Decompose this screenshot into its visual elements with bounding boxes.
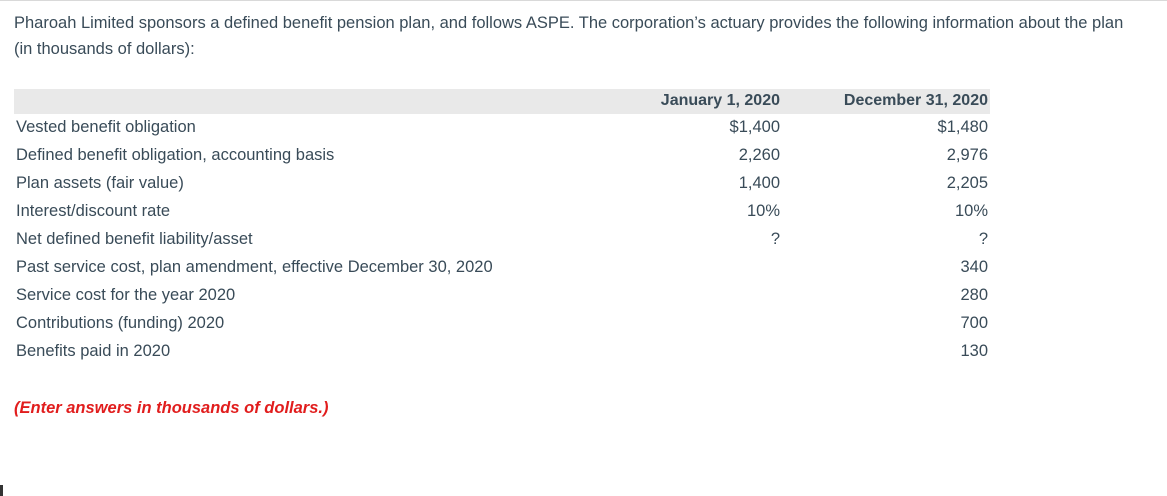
jan-1-2020-value: 2,260 xyxy=(738,146,780,164)
table-row: Defined benefit obligation, accounting b… xyxy=(14,142,990,170)
row-label: Plan assets (fair value) xyxy=(16,174,184,192)
table-row: Contributions (funding) 2020 700 xyxy=(14,310,990,338)
dec-31-2020-header: December 31, 2020 xyxy=(782,89,990,114)
jan-1-2020-header: January 1, 2020 xyxy=(602,89,782,114)
row-label: Benefits paid in 2020 xyxy=(16,342,171,360)
jan-1-2020-value: ? xyxy=(770,230,780,248)
jan-1-2020-value: 1,400 xyxy=(738,174,780,192)
jan-1-2020-value: $1,400 xyxy=(729,118,780,136)
row-label: Past service cost, plan amendment, effec… xyxy=(16,258,493,276)
table-row: Vested benefit obligation $1,400 $1,480 xyxy=(14,114,990,142)
row-label: Contributions (funding) 2020 xyxy=(16,314,225,332)
table-header-row: January 1, 2020 December 31, 2020 xyxy=(14,89,990,114)
dec-31-2020-value: 2,205 xyxy=(946,174,988,192)
screen-edge-artifact xyxy=(0,485,3,496)
pension-plan-table: January 1, 2020 December 31, 2020 Vested… xyxy=(14,89,990,366)
row-label: Vested benefit obligation xyxy=(16,118,196,136)
dec-31-2020-value: 10% xyxy=(954,202,988,220)
row-label: Defined benefit obligation, accounting b… xyxy=(16,146,335,164)
table-row: Plan assets (fair value) 1,400 2,205 xyxy=(14,170,990,198)
dec-31-2020-value: ? xyxy=(978,230,988,248)
jan-1-2020-value xyxy=(602,338,782,366)
row-label: Interest/discount rate xyxy=(16,202,171,220)
dec-31-2020-value: 2,976 xyxy=(946,146,988,164)
table-row: Net defined benefit liability/asset ? ? xyxy=(14,226,990,254)
row-label: Service cost for the year 2020 xyxy=(16,286,236,304)
jan-1-2020-value xyxy=(602,310,782,338)
dec-31-2020-value: 130 xyxy=(960,342,988,360)
dec-31-2020-value: $1,480 xyxy=(937,118,988,136)
table-row: Past service cost, plan amendment, effec… xyxy=(14,254,990,282)
jan-1-2020-value xyxy=(602,282,782,310)
jan-1-2020-value: 10% xyxy=(746,202,780,220)
dec-31-2020-value: 700 xyxy=(960,314,988,332)
table-row: Interest/discount rate 10% 10% xyxy=(14,198,990,226)
question-intro-text: Pharoah Limited sponsors a defined benef… xyxy=(14,14,1124,58)
table-row: Service cost for the year 2020 280 xyxy=(14,282,990,310)
table-row: Benefits paid in 2020 130 xyxy=(14,338,990,366)
dec-31-2020-value: 280 xyxy=(960,286,988,304)
dec-31-2020-value: 340 xyxy=(960,258,988,276)
enter-answers-note: (Enter answers in thousands of dollars.) xyxy=(14,399,329,417)
empty-header-cell xyxy=(14,89,602,114)
question-page: Pharoah Limited sponsors a defined benef… xyxy=(0,1,1167,418)
row-label: Net defined benefit liability/asset xyxy=(16,230,253,248)
jan-1-2020-value xyxy=(602,254,782,282)
